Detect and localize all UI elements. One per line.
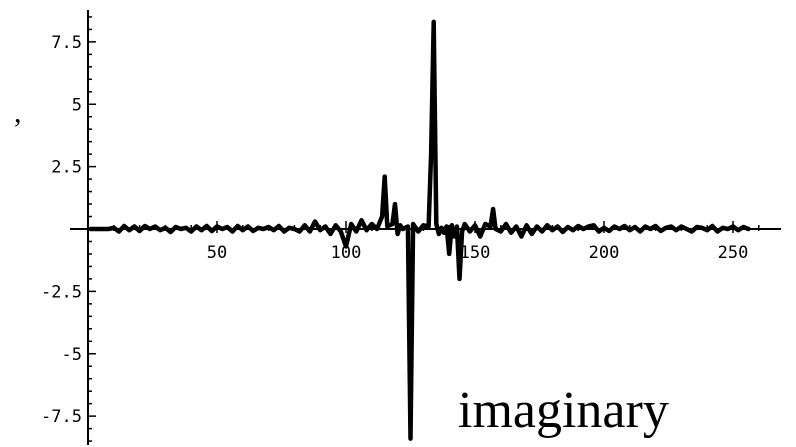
y-tick-label-7.5: 7.5: [51, 33, 82, 53]
y-tick-label--2.5: -2.5: [41, 282, 82, 302]
x-tick-label-100: 100: [331, 243, 362, 263]
y-tick-label--5: -5: [62, 345, 82, 365]
x-tick-label-200: 200: [589, 243, 620, 263]
annotation-imaginary: imaginary: [458, 382, 669, 439]
y-tick-label-5: 5: [72, 95, 82, 115]
x-tick-label-250: 250: [718, 243, 749, 263]
x-tick-label-150: 150: [460, 243, 491, 263]
tick-labels: 50 100 150 200 250 7.5 5 2.5 -2.5 -5 -7.5: [41, 33, 748, 427]
y-tick-label--7.5: -7.5: [41, 407, 82, 427]
x-tick-label-50: 50: [207, 243, 227, 263]
side-mark: ,: [14, 96, 22, 129]
series-line-imaginary: [88, 19, 751, 441]
y-tick-label-2.5: 2.5: [51, 158, 82, 178]
